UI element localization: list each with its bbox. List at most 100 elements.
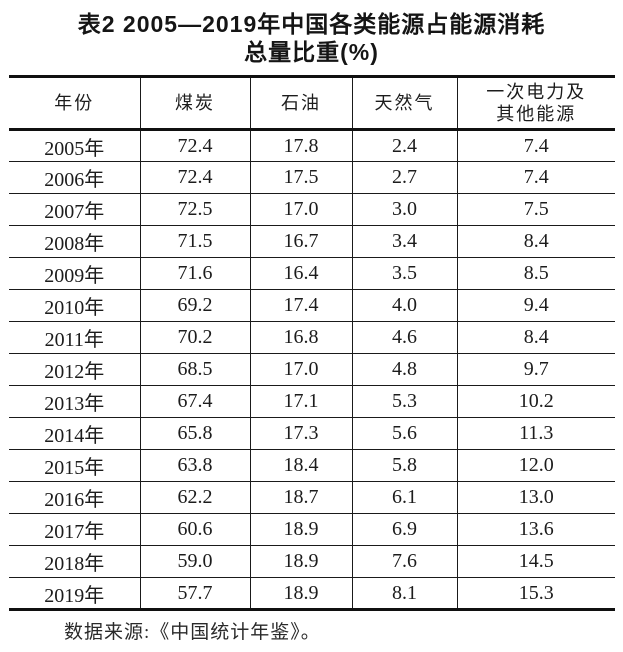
- value-cell: 5.3: [352, 385, 458, 418]
- value-cell: 8.1: [352, 577, 458, 610]
- table-row: 2008年 71.5 16.7 3.4 8.4: [9, 225, 615, 258]
- value-cell: 6.1: [352, 481, 458, 514]
- value-cell: 2.7: [352, 161, 458, 194]
- value-cell: 6.9: [352, 513, 458, 546]
- value-cell: 71.6: [140, 257, 251, 290]
- value-cell: 17.1: [250, 385, 353, 418]
- value-cell: 16.8: [250, 321, 353, 354]
- value-cell: 8.5: [457, 257, 615, 290]
- value-cell: 18.7: [250, 481, 353, 514]
- value-cell: 70.2: [140, 321, 251, 354]
- value-cell: 3.4: [352, 225, 458, 258]
- col-header-coal: 煤炭: [140, 76, 251, 131]
- year-cell: 2008年: [9, 225, 141, 258]
- value-cell: 72.4: [140, 129, 251, 162]
- value-cell: 72.5: [140, 193, 251, 226]
- value-cell: 7.4: [457, 129, 615, 162]
- value-cell: 3.0: [352, 193, 458, 226]
- year-cell: 2018年: [9, 545, 141, 578]
- value-cell: 16.7: [250, 225, 353, 258]
- table-row: 2017年 60.6 18.9 6.9 13.6: [9, 513, 615, 546]
- table-row: 2006年 72.4 17.5 2.7 7.4: [9, 161, 615, 194]
- value-cell: 5.8: [352, 449, 458, 482]
- value-cell: 4.8: [352, 353, 458, 386]
- col-header-oil: 石油: [250, 76, 353, 131]
- table-row: 2015年 63.8 18.4 5.8 12.0: [9, 449, 615, 482]
- value-cell: 9.7: [457, 353, 615, 386]
- value-cell: 2.4: [352, 129, 458, 162]
- value-cell: 11.3: [457, 417, 615, 450]
- value-cell: 13.0: [457, 481, 615, 514]
- value-cell: 18.9: [250, 577, 353, 610]
- table-row: 2012年 68.5 17.0 4.8 9.7: [9, 353, 615, 386]
- value-cell: 7.6: [352, 545, 458, 578]
- col-header-primary-electricity: 一次电力及 其他能源: [457, 76, 615, 131]
- value-cell: 60.6: [140, 513, 251, 546]
- year-cell: 2016年: [9, 481, 141, 514]
- value-cell: 17.8: [250, 129, 353, 162]
- year-cell: 2009年: [9, 257, 141, 290]
- table-title-line1: 表2 2005—2019年中国各类能源占能源消耗: [77, 11, 546, 37]
- value-cell: 17.5: [250, 161, 353, 194]
- table-row: 2019年 57.7 18.9 8.1 15.3: [9, 577, 615, 610]
- value-cell: 65.8: [140, 417, 251, 450]
- value-cell: 18.9: [250, 513, 353, 546]
- value-cell: 17.0: [250, 193, 353, 226]
- table-row: 2018年 59.0 18.9 7.6 14.5: [9, 545, 615, 578]
- value-cell: 4.6: [352, 321, 458, 354]
- value-cell: 17.0: [250, 353, 353, 386]
- value-cell: 5.6: [352, 417, 458, 450]
- energy-consumption-table: 年份 煤炭 石油 天然气 一次电力及 其他能源 2005年 72.4 17.8 2.4…: [9, 75, 615, 611]
- value-cell: 57.7: [140, 577, 251, 610]
- year-cell: 2017年: [9, 513, 141, 546]
- value-cell: 16.4: [250, 257, 353, 290]
- header-row: 年份 煤炭 石油 天然气 一次电力及 其他能源: [9, 76, 615, 131]
- table-row: 2005年 72.4 17.8 2.4 7.4: [9, 129, 615, 162]
- table-row: 2013年 67.4 17.1 5.3 10.2: [9, 385, 615, 418]
- value-cell: 14.5: [457, 545, 615, 578]
- value-cell: 59.0: [140, 545, 251, 578]
- value-cell: 10.2: [457, 385, 615, 418]
- value-cell: 17.4: [250, 289, 353, 322]
- value-cell: 7.5: [457, 193, 615, 226]
- value-cell: 69.2: [140, 289, 251, 322]
- year-cell: 2006年: [9, 161, 141, 194]
- value-cell: 13.6: [457, 513, 615, 546]
- year-cell: 2013年: [9, 385, 141, 418]
- year-cell: 2019年: [9, 577, 141, 610]
- table-row: 2016年 62.2 18.7 6.1 13.0: [9, 481, 615, 514]
- value-cell: 72.4: [140, 161, 251, 194]
- value-cell: 63.8: [140, 449, 251, 482]
- value-cell: 68.5: [140, 353, 251, 386]
- table-title-line2: 总量比重(%): [244, 39, 379, 65]
- year-cell: 2012年: [9, 353, 141, 386]
- table-row: 2009年 71.6 16.4 3.5 8.5: [9, 257, 615, 290]
- value-cell: 18.4: [250, 449, 353, 482]
- year-cell: 2010年: [9, 289, 141, 322]
- table-title: 表2 2005—2019年中国各类能源占能源消耗 总量比重(%): [0, 0, 623, 66]
- value-cell: 8.4: [457, 321, 615, 354]
- year-cell: 2011年: [9, 321, 141, 354]
- year-cell: 2007年: [9, 193, 141, 226]
- value-cell: 12.0: [457, 449, 615, 482]
- col-header-natural-gas: 天然气: [352, 76, 458, 131]
- value-cell: 17.3: [250, 417, 353, 450]
- value-cell: 9.4: [457, 289, 615, 322]
- year-cell: 2005年: [9, 129, 141, 162]
- table-body: 2005年 72.4 17.8 2.4 7.4 2006年 72.4 17.5 2.7 7.4 20…: [9, 129, 615, 610]
- table-row: 2007年 72.5 17.0 3.0 7.5: [9, 193, 615, 226]
- value-cell: 3.5: [352, 257, 458, 290]
- year-cell: 2015年: [9, 449, 141, 482]
- value-cell: 8.4: [457, 225, 615, 258]
- value-cell: 4.0: [352, 289, 458, 322]
- value-cell: 67.4: [140, 385, 251, 418]
- value-cell: 71.5: [140, 225, 251, 258]
- table-row: 2014年 65.8 17.3 5.6 11.3: [9, 417, 615, 450]
- value-cell: 7.4: [457, 161, 615, 194]
- table-row: 2011年 70.2 16.8 4.6 8.4: [9, 321, 615, 354]
- col-header-year: 年份: [9, 76, 141, 131]
- data-source-note: 数据来源:《中国统计年鉴》。: [64, 622, 321, 643]
- value-cell: 62.2: [140, 481, 251, 514]
- value-cell: 15.3: [457, 577, 615, 610]
